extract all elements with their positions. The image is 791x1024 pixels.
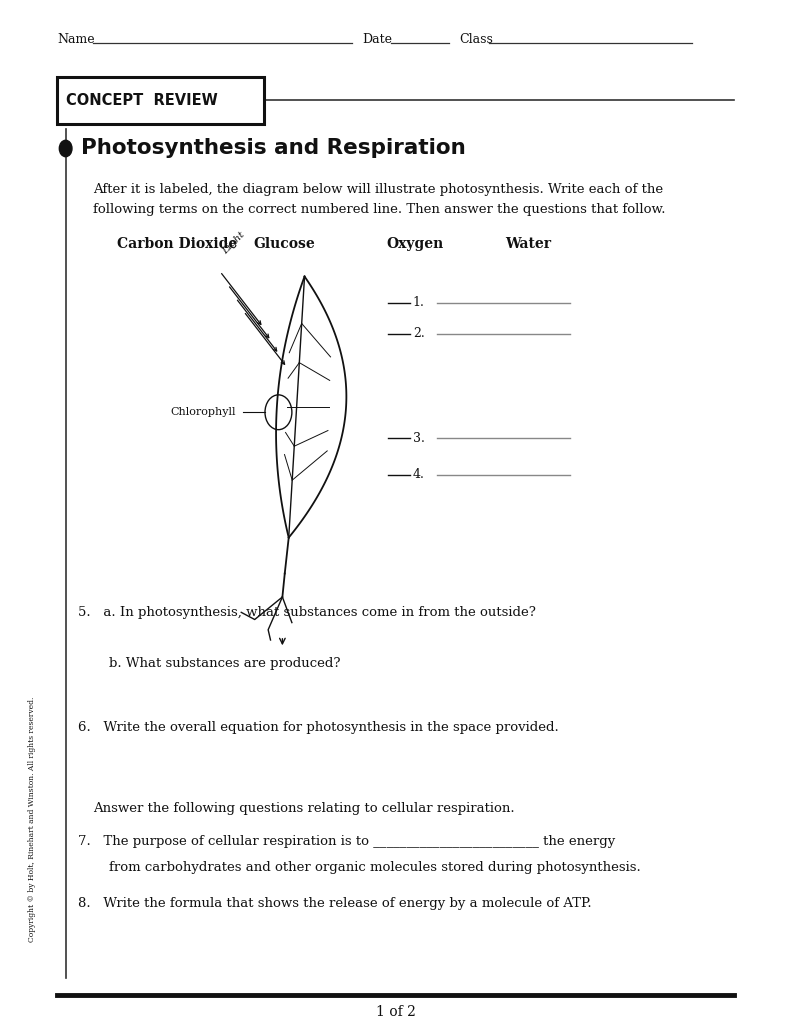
Text: 6.   Write the overall equation for photosynthesis in the space provided.: 6. Write the overall equation for photos… (78, 721, 558, 733)
Text: Water: Water (505, 237, 551, 251)
Text: 7.   The purpose of cellular respiration is to _________________________ the ene: 7. The purpose of cellular respiration i… (78, 836, 615, 848)
Text: Glucose: Glucose (253, 237, 315, 251)
Bar (57, 77, 264, 124)
Text: Oxygen: Oxygen (386, 237, 443, 251)
Text: 1 of 2: 1 of 2 (376, 1005, 415, 1019)
Text: 4.: 4. (413, 468, 425, 481)
Text: 8.   Write the formula that shows the release of energy by a molecule of ATP.: 8. Write the formula that shows the rele… (78, 897, 591, 909)
Text: Chlorophyll: Chlorophyll (170, 408, 236, 417)
Text: 3.: 3. (413, 432, 425, 444)
Text: CONCEPT  REVIEW: CONCEPT REVIEW (66, 93, 218, 108)
Text: 1.: 1. (413, 296, 425, 309)
Text: Date: Date (362, 33, 392, 46)
Text: After it is labeled, the diagram below will illustrate photosynthesis. Write eac: After it is labeled, the diagram below w… (93, 183, 664, 196)
Text: b. What substances are produced?: b. What substances are produced? (109, 657, 341, 670)
Text: Photosynthesis and Respiration: Photosynthesis and Respiration (81, 138, 465, 159)
Text: Copyright © by Holt, Rinehart and Winston. All rights reserved.: Copyright © by Holt, Rinehart and Winsto… (28, 696, 36, 942)
Text: Answer the following questions relating to cellular respiration.: Answer the following questions relating … (93, 803, 515, 815)
Text: Carbon Dioxide: Carbon Dioxide (117, 237, 237, 251)
Text: Class: Class (460, 33, 494, 46)
Text: Name: Name (57, 33, 95, 46)
Circle shape (59, 140, 72, 157)
Text: following terms on the correct numbered line. Then answer the questions that fol: following terms on the correct numbered … (93, 204, 666, 216)
Text: 2.: 2. (413, 328, 425, 340)
Text: 5.   a. In photosynthesis, what substances come in from the outside?: 5. a. In photosynthesis, what substances… (78, 606, 536, 618)
Text: from carbohydrates and other organic molecules stored during photosynthesis.: from carbohydrates and other organic mol… (109, 861, 641, 873)
Text: Light: Light (221, 230, 247, 256)
